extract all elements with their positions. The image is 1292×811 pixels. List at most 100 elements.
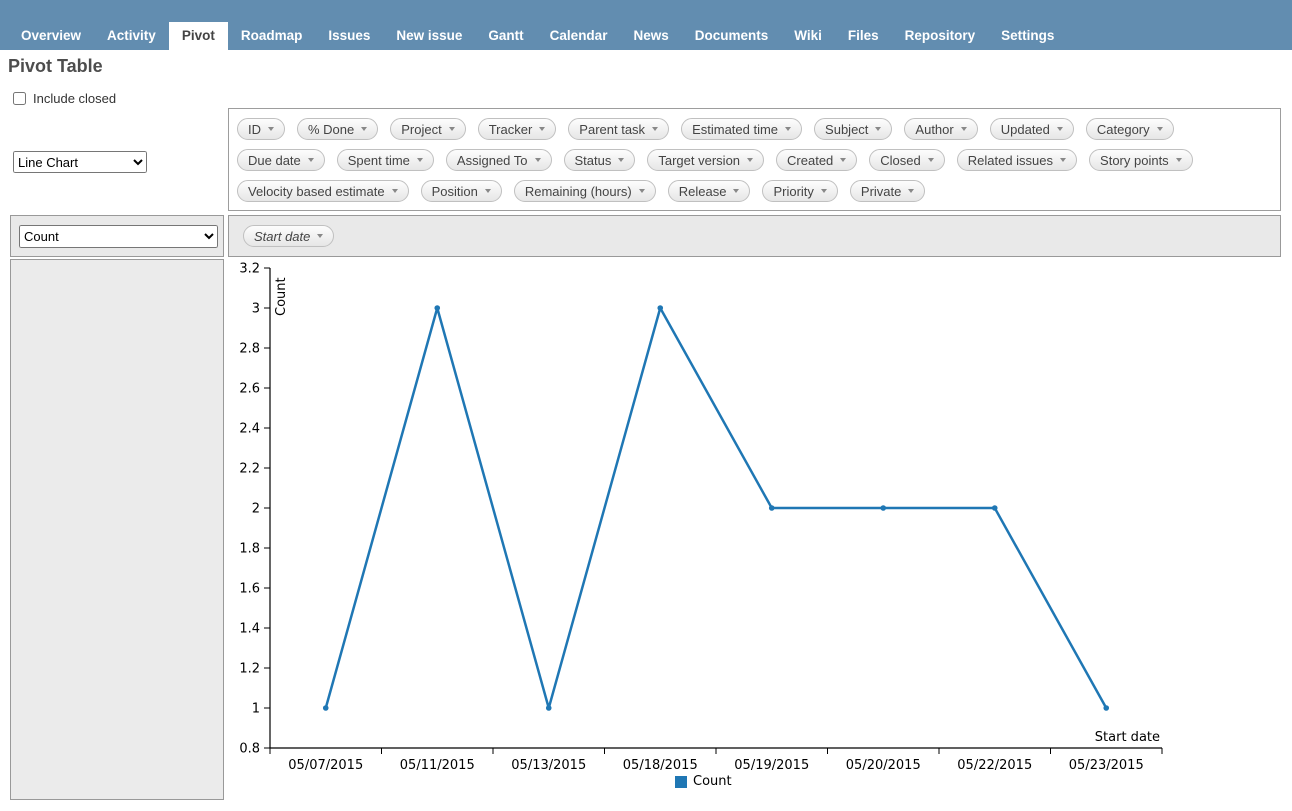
svg-text:05/23/2015: 05/23/2015: [1069, 758, 1144, 773]
field-button-priority[interactable]: Priority: [762, 180, 838, 202]
svg-text:05/18/2015: 05/18/2015: [623, 758, 698, 773]
field-button-remaining-hours[interactable]: Remaining (hours): [513, 180, 656, 202]
tab-issues[interactable]: Issues: [328, 28, 371, 43]
tab-pivot[interactable]: Pivot: [168, 22, 228, 50]
field-button-category[interactable]: Category: [1085, 118, 1174, 140]
svg-text:2.8: 2.8: [239, 342, 260, 357]
field-label: Target version: [658, 152, 741, 168]
field-label: Subject: [825, 121, 869, 137]
legend-item-count[interactable]: Count: [675, 774, 732, 789]
caret-down-icon: [1060, 158, 1067, 162]
svg-text:05/11/2015: 05/11/2015: [400, 758, 475, 773]
tab-files[interactable]: Files: [847, 28, 879, 43]
field-button-created[interactable]: Created: [776, 149, 858, 171]
tab-activity[interactable]: Activity: [107, 28, 156, 43]
legend-label: Count: [693, 774, 732, 789]
include-closed-label[interactable]: Include closed: [33, 91, 117, 106]
unused-fields-area[interactable]: ID % Done Project Tracker Parent task Es…: [228, 108, 1281, 211]
field-label: Related issues: [967, 152, 1054, 168]
tab-repository[interactable]: Repository: [904, 28, 976, 43]
field-button-tracker[interactable]: Tracker: [477, 118, 557, 140]
tab-new-issue[interactable]: New issue: [396, 28, 463, 43]
caret-down-icon: [484, 189, 491, 193]
field-button-estimated-time[interactable]: Estimated time: [681, 118, 803, 140]
caret-down-icon: [534, 158, 541, 162]
row-fields-dropzone[interactable]: [10, 259, 224, 800]
field-button-due-date[interactable]: Due date: [237, 149, 325, 171]
caret-down-icon: [1056, 127, 1063, 131]
field-label: Velocity based estimate: [248, 183, 385, 199]
caret-down-icon: [638, 189, 645, 193]
field-button-parent-task[interactable]: Parent task: [568, 118, 670, 140]
field-button-status[interactable]: Status: [563, 149, 636, 171]
field-button-velocity-based-estimate[interactable]: Velocity based estimate: [237, 180, 409, 202]
tab-overview[interactable]: Overview: [21, 28, 82, 43]
svg-text:0.8: 0.8: [239, 742, 260, 757]
field-label: Tracker: [488, 121, 533, 137]
svg-text:1: 1: [252, 702, 260, 717]
svg-text:05/13/2015: 05/13/2015: [511, 758, 586, 773]
svg-text:05/22/2015: 05/22/2015: [957, 758, 1032, 773]
caret-down-icon: [361, 127, 368, 131]
caret-down-icon: [908, 189, 915, 193]
chart-type-select[interactable]: Line Chart: [13, 151, 147, 173]
legend-swatch-icon: [675, 775, 687, 788]
caret-down-icon: [416, 158, 423, 162]
tab-wiki[interactable]: Wiki: [794, 28, 822, 43]
field-label: Spent time: [347, 152, 410, 168]
field-button-percent-done[interactable]: % Done: [297, 118, 379, 140]
field-button-closed[interactable]: Closed: [869, 149, 945, 171]
aggregator-select[interactable]: Count: [19, 225, 218, 248]
svg-text:Count: Count: [274, 277, 289, 316]
field-button-position[interactable]: Position: [420, 180, 502, 202]
field-button-assigned-to[interactable]: Assigned To: [445, 149, 552, 171]
field-label: Parent task: [579, 121, 646, 137]
field-label: Estimated time: [692, 121, 779, 137]
field-button-story-points[interactable]: Story points: [1089, 149, 1193, 171]
svg-text:2.6: 2.6: [239, 382, 260, 397]
page-title: Pivot Table: [8, 56, 103, 76]
caret-down-icon: [539, 127, 546, 131]
aggregator-box: Count: [10, 215, 224, 257]
field-button-start-date[interactable]: Start date: [243, 225, 335, 247]
caret-down-icon: [317, 234, 324, 238]
field-button-related-issues[interactable]: Related issues: [956, 149, 1078, 171]
svg-text:05/19/2015: 05/19/2015: [734, 758, 809, 773]
field-button-subject[interactable]: Subject: [814, 118, 893, 140]
tab-calendar[interactable]: Calendar: [549, 28, 608, 43]
include-closed-checkbox[interactable]: [13, 92, 26, 105]
include-closed-row: Include closed: [13, 91, 116, 106]
field-label: Created: [787, 152, 834, 168]
svg-text:3.2: 3.2: [239, 262, 260, 277]
caret-down-icon: [448, 127, 455, 131]
field-button-project[interactable]: Project: [390, 118, 466, 140]
field-button-private[interactable]: Private: [849, 180, 926, 202]
svg-text:2.4: 2.4: [239, 422, 260, 437]
caret-down-icon: [927, 158, 934, 162]
field-button-target-version[interactable]: Target version: [647, 149, 765, 171]
field-label: Author: [915, 121, 954, 137]
field-label: Remaining (hours): [524, 183, 632, 199]
svg-text:1.4: 1.4: [239, 622, 260, 637]
field-button-release[interactable]: Release: [667, 180, 751, 202]
tab-roadmap[interactable]: Roadmap: [240, 28, 303, 43]
tab-gantt[interactable]: Gantt: [488, 28, 524, 43]
caret-down-icon: [268, 127, 274, 131]
field-button-id[interactable]: ID: [237, 118, 285, 140]
tab-documents[interactable]: Documents: [694, 28, 769, 43]
caret-down-icon: [960, 127, 967, 131]
field-button-author[interactable]: Author: [904, 118, 978, 140]
column-fields-dropzone[interactable]: Start date: [228, 215, 1281, 257]
tab-settings[interactable]: Settings: [1001, 28, 1055, 43]
tab-news[interactable]: News: [633, 28, 669, 43]
field-button-updated[interactable]: Updated: [989, 118, 1074, 140]
field-label: Updated: [1000, 121, 1050, 137]
field-label: Priority: [773, 183, 814, 199]
field-button-spent-time[interactable]: Spent time: [336, 149, 434, 171]
chart-area: 0.8 1 1.2 1.4 1.6 1.8 2 2.2 2.4 2.6 2.8 3 3.2 05/07/2…: [230, 258, 1292, 806]
svg-text:05/20/2015: 05/20/2015: [846, 758, 921, 773]
field-label: Due date: [248, 152, 301, 168]
top-navigation: Overview Activity Pivot Roadmap Issues N…: [0, 0, 1292, 50]
svg-text:Start date: Start date: [1095, 730, 1160, 745]
field-label: Start date: [254, 228, 311, 244]
